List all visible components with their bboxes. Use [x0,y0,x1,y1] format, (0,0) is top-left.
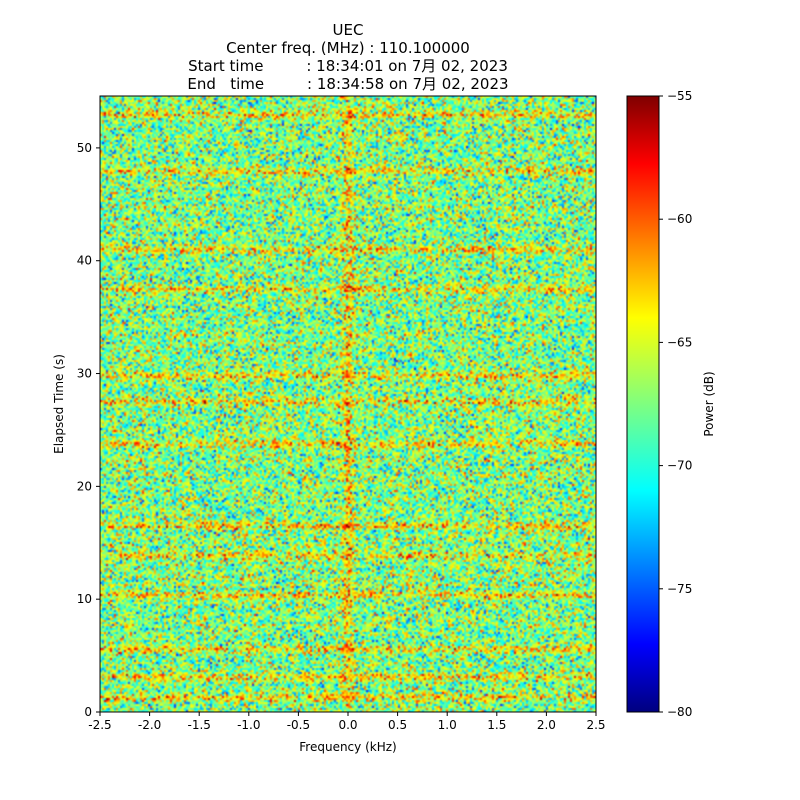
x-tick-label: 1.5 [487,718,506,732]
x-tick-label: -1.5 [187,718,210,732]
x-axis: -2.5 -2.0 -1.5 -1.0 -0.5 0.0 0.5 1.0 1.5 2.0 2.5 [88,712,606,732]
y-tick-label: 20 [77,479,92,493]
y-axis-label: Elapsed Time (s) [52,354,66,454]
x-tick-label: -2.5 [88,718,111,732]
x-tick-label: 0.5 [388,718,407,732]
x-tick-label: 0.0 [338,718,357,732]
y-tick-label: 40 [77,254,92,268]
spectrogram-heatmap [100,96,596,712]
x-tick-label: 2.0 [537,718,556,732]
chart-subtitle-start-time: Start time : 18:34:01 on 7月 02, 2023 [188,57,508,75]
colorbar [626,95,660,713]
colorbar-tick-label: −60 [667,212,692,226]
colorbar-tick-label: −70 [667,459,692,473]
y-axis: 0 10 20 30 40 50 [77,141,100,719]
colorbar-tick-label: −75 [667,582,692,596]
chart-subtitle-center-freq: Center freq. (MHz) : 110.100000 [226,39,470,57]
y-tick-label: 0 [84,705,92,719]
x-tick-label: 1.0 [438,718,457,732]
x-tick-label: -1.0 [237,718,260,732]
x-axis-label: Frequency (kHz) [299,740,396,754]
chart-title: UEC [332,21,364,39]
colorbar-tick-label: −55 [667,89,692,103]
colorbar-tick-label: −65 [667,335,692,349]
x-tick-label: 2.5 [586,718,605,732]
y-tick-label: 10 [77,592,92,606]
colorbar-axis: −55 −60 −65 −70 −75 −80 [659,89,692,719]
chart-subtitle-end-time: End time : 18:34:58 on 7月 02, 2023 [187,75,509,93]
x-tick-label: -0.5 [287,718,310,732]
x-tick-label: -2.0 [138,718,161,732]
y-tick-label: 50 [77,141,92,155]
colorbar-label: Power (dB) [702,371,716,436]
colorbar-tick-label: −80 [667,705,692,719]
y-tick-label: 30 [77,367,92,381]
